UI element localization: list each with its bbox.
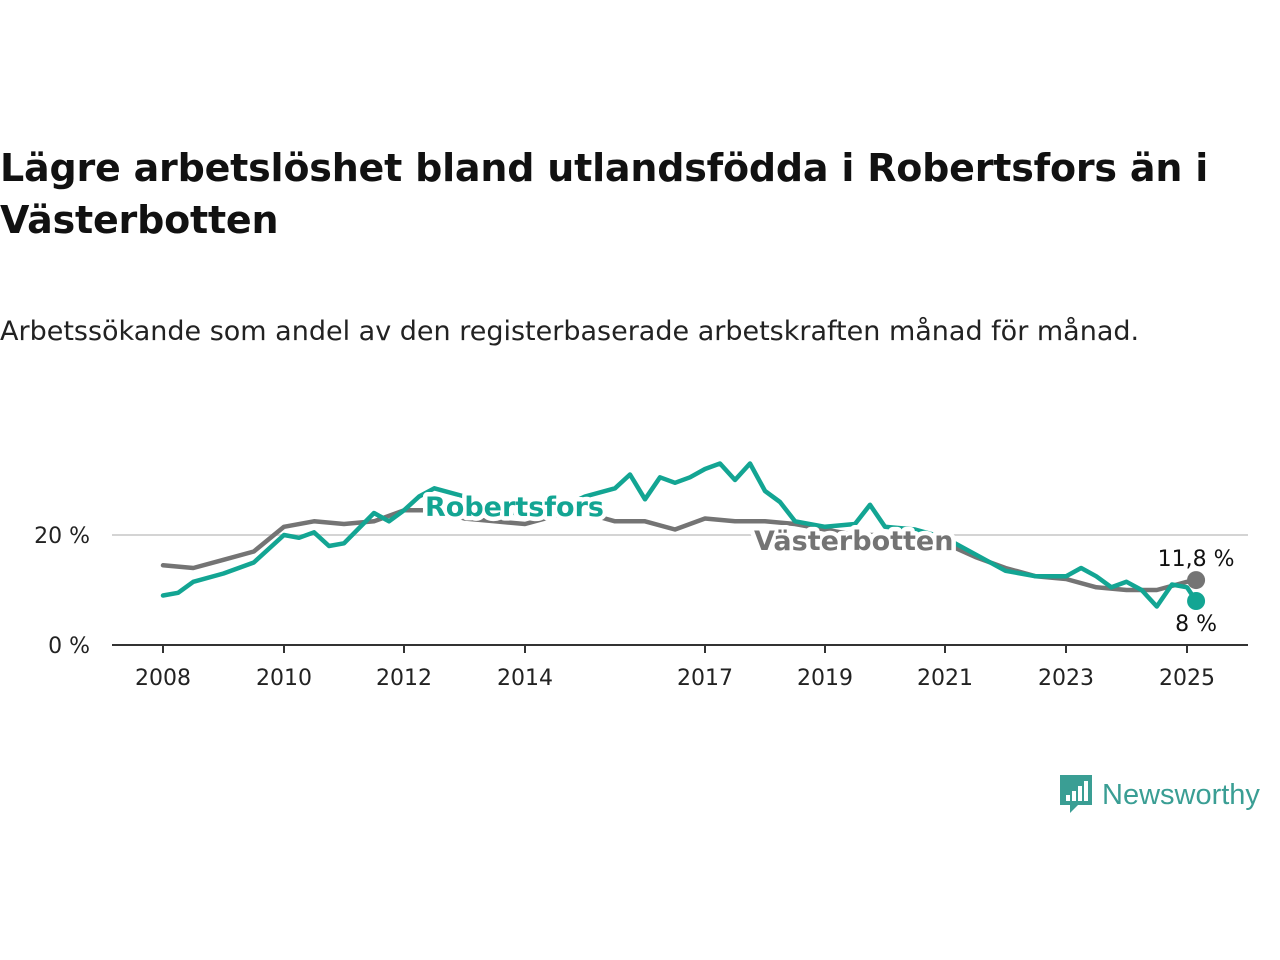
newsworthy-logo-icon <box>1060 775 1092 813</box>
line-chart: 0 % 20 % 2008 2010 2012 2014 2017 2019 2021 2023 2… <box>34 461 1248 691</box>
end-label-halo: 11,8 % <box>1158 547 1235 572</box>
x-tick-label: 2023 <box>1038 666 1094 691</box>
grid-layer: 0 % 20 % 2008 2010 2012 2014 2017 2019 2021 2023 2… <box>34 524 1248 691</box>
x-tick-label: 2014 <box>497 666 553 691</box>
series-label-halo: Västerbotten <box>754 526 953 557</box>
series-endpoint-robertsfors <box>1187 592 1206 610</box>
chart-title: Lägre arbetslöshet bland utlandsfödda i … <box>0 146 1209 242</box>
x-tick-label: 2025 <box>1159 666 1215 691</box>
x-tick-label: 2017 <box>677 666 733 691</box>
y-tick-label: 20 % <box>34 524 90 549</box>
x-tick-label: 2008 <box>135 666 191 691</box>
end-label-halo: 8 % <box>1175 612 1217 637</box>
x-tick-label: 2019 <box>797 666 853 691</box>
brand-name: Newsworthy <box>1102 778 1260 811</box>
x-tick-label: 2021 <box>917 666 973 691</box>
chart-subtitle: Arbetssökande som andel av den registerb… <box>0 316 1140 347</box>
series-label-halo: Robertsfors <box>425 492 604 523</box>
series-layer <box>160 461 1206 610</box>
end-label-robertsfors: 8 % <box>1175 612 1217 637</box>
series-line-robertsfors <box>160 461 1199 609</box>
brand-logo: Newsworthy <box>1058 772 1260 818</box>
x-tick-label: 2012 <box>376 666 432 691</box>
end-label-västerbotten: 11,8 % <box>1158 547 1235 572</box>
series-label-robertsfors: Robertsfors <box>425 492 604 523</box>
series-endpoint-västerbotten <box>1187 571 1206 590</box>
series-label-västerbotten: Västerbotten <box>754 526 953 557</box>
x-tick-label: 2010 <box>256 666 312 691</box>
y-tick-label: 0 % <box>48 634 90 659</box>
